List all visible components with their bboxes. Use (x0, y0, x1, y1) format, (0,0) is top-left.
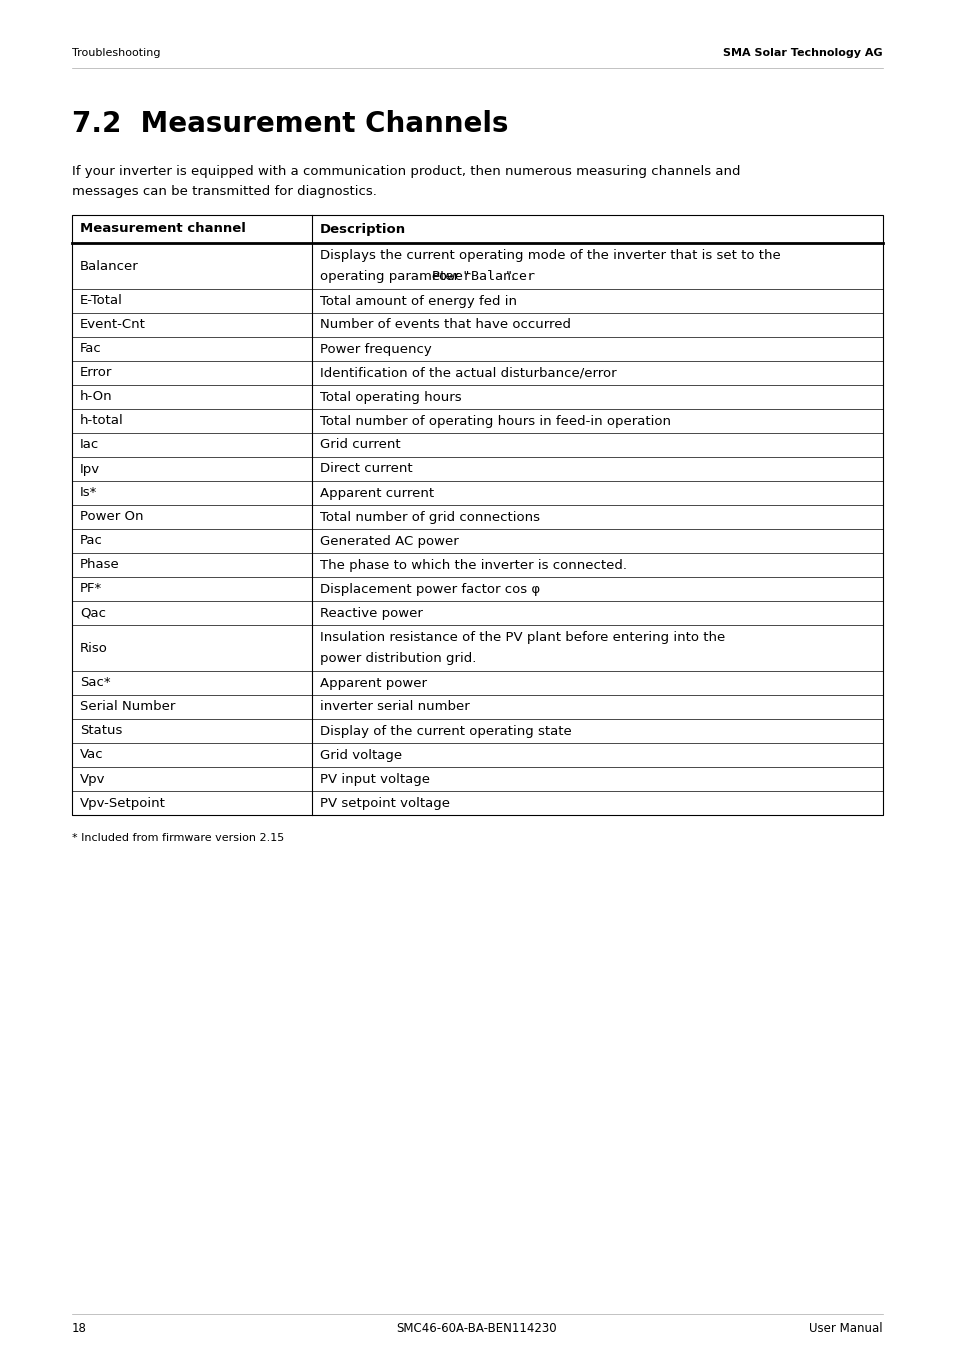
Text: PV input voltage: PV input voltage (319, 772, 430, 786)
Text: Displacement power factor cos φ: Displacement power factor cos φ (319, 583, 539, 595)
Text: If your inverter is equipped with a communication product, then numerous measuri: If your inverter is equipped with a comm… (71, 165, 740, 178)
Text: Displays the current operating mode of the inverter that is set to the: Displays the current operating mode of t… (319, 249, 780, 262)
Text: Ipv: Ipv (80, 462, 100, 476)
Text: inverter serial number: inverter serial number (319, 700, 469, 714)
Text: Total amount of energy fed in: Total amount of energy fed in (319, 295, 517, 307)
Text: Direct current: Direct current (319, 462, 413, 476)
Text: Riso: Riso (80, 641, 108, 654)
Text: Pac: Pac (80, 534, 103, 548)
Text: * Included from firmware version 2.15: * Included from firmware version 2.15 (71, 833, 284, 844)
Text: PF*: PF* (80, 583, 102, 595)
Text: PowerBalancer: PowerBalancer (431, 269, 535, 283)
Text: ".: ". (505, 269, 515, 283)
Text: Fac: Fac (80, 342, 102, 356)
Text: h-On: h-On (80, 391, 112, 403)
Text: Sac*: Sac* (80, 676, 111, 690)
Text: Total operating hours: Total operating hours (319, 391, 461, 403)
Text: Measurement channel: Measurement channel (80, 223, 246, 235)
Text: Reactive power: Reactive power (319, 607, 422, 619)
Text: h-total: h-total (80, 415, 124, 427)
Text: messages can be transmitted for diagnostics.: messages can be transmitted for diagnost… (71, 185, 376, 197)
Text: Insulation resistance of the PV plant before entering into the: Insulation resistance of the PV plant be… (319, 631, 724, 645)
Text: Power On: Power On (80, 511, 143, 523)
Text: Phase: Phase (80, 558, 120, 572)
Text: Status: Status (80, 725, 122, 737)
Text: Total number of grid connections: Total number of grid connections (319, 511, 539, 523)
Text: operating parameter ": operating parameter " (319, 269, 469, 283)
Text: Qac: Qac (80, 607, 106, 619)
Text: 7.2  Measurement Channels: 7.2 Measurement Channels (71, 110, 508, 138)
Text: Is*: Is* (80, 487, 97, 499)
Text: The phase to which the inverter is connected.: The phase to which the inverter is conne… (319, 558, 626, 572)
Text: Power frequency: Power frequency (319, 342, 432, 356)
Text: Troubleshooting: Troubleshooting (71, 49, 160, 58)
Text: E-Total: E-Total (80, 295, 123, 307)
Text: SMA Solar Technology AG: SMA Solar Technology AG (722, 49, 882, 58)
Text: 18: 18 (71, 1322, 87, 1334)
Text: Serial Number: Serial Number (80, 700, 175, 714)
Text: Vac: Vac (80, 749, 104, 761)
Text: SMC46-60A-BA-BEN114230: SMC46-60A-BA-BEN114230 (396, 1322, 557, 1334)
Text: User Manual: User Manual (808, 1322, 882, 1334)
Text: Grid voltage: Grid voltage (319, 749, 402, 761)
Text: PV setpoint voltage: PV setpoint voltage (319, 796, 450, 810)
Text: Error: Error (80, 366, 112, 380)
Text: Identification of the actual disturbance/error: Identification of the actual disturbance… (319, 366, 616, 380)
Text: Number of events that have occurred: Number of events that have occurred (319, 319, 571, 331)
Text: Vpv-Setpoint: Vpv-Setpoint (80, 796, 166, 810)
Text: Description: Description (319, 223, 406, 235)
Text: Balancer: Balancer (80, 260, 138, 273)
Text: Display of the current operating state: Display of the current operating state (319, 725, 571, 737)
Text: Apparent current: Apparent current (319, 487, 434, 499)
Bar (71, 215, 882, 815)
Text: Generated AC power: Generated AC power (319, 534, 458, 548)
Text: Vpv: Vpv (80, 772, 106, 786)
Text: Iac: Iac (80, 438, 99, 452)
Text: Event-Cnt: Event-Cnt (80, 319, 146, 331)
Text: power distribution grid.: power distribution grid. (319, 652, 476, 665)
Text: Total number of operating hours in feed-in operation: Total number of operating hours in feed-… (319, 415, 670, 427)
Text: Grid current: Grid current (319, 438, 400, 452)
Text: Apparent power: Apparent power (319, 676, 427, 690)
